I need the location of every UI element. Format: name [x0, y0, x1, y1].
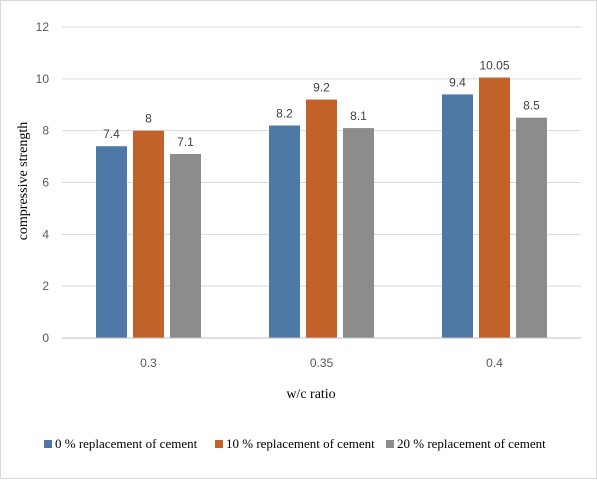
data-label: 8.2: [276, 106, 293, 120]
x-axis-title: w/c ratio: [286, 387, 335, 402]
y-tick-label: 10: [36, 72, 50, 86]
legend-swatch-3: [386, 440, 394, 448]
data-label: 8.5: [523, 99, 540, 113]
x-tick-label: 0.3: [140, 356, 157, 370]
data-label: 7.1: [177, 135, 194, 149]
legend-label-3: 20 % replacement of cement: [397, 436, 546, 451]
bar-1-0.35: [269, 125, 300, 338]
bar-3-0.3: [170, 153, 201, 338]
bar-1-0.4: [442, 94, 473, 338]
bar-2-0.3: [133, 130, 164, 338]
y-axis-ticks: 0 2 4 6 8 10 12: [36, 20, 50, 345]
bar-3-0.4: [516, 117, 547, 338]
y-tick-label: 6: [42, 176, 49, 190]
bar-2-0.4: [479, 77, 510, 338]
data-label: 10.05: [479, 59, 509, 73]
data-label: 8.1: [350, 109, 367, 123]
x-tick-label: 0.35: [310, 356, 334, 370]
bars: [96, 77, 547, 338]
legend: 0 % replacement of cement 10 % replacemen…: [44, 436, 546, 451]
legend-swatch-2: [215, 440, 223, 448]
y-tick-label: 4: [42, 227, 49, 241]
x-axis-ticks: 0.3 0.35 0.4: [140, 356, 503, 370]
y-tick-label: 8: [42, 124, 49, 138]
legend-label-2: 10 % replacement of cement: [226, 436, 375, 451]
data-label: 7.4: [103, 127, 120, 141]
data-label: 8: [145, 112, 152, 126]
y-tick-label: 12: [36, 20, 50, 34]
y-axis-title: compressive strength: [16, 122, 31, 241]
data-label: 9.2: [313, 81, 330, 95]
legend-label-1: 0 % replacement of cement: [55, 436, 198, 451]
x-tick-label: 0.4: [486, 356, 503, 370]
bar-3-0.35: [343, 128, 374, 338]
data-label: 9.4: [449, 75, 466, 89]
y-tick-label: 2: [42, 279, 49, 293]
y-tick-label: 0: [42, 331, 49, 345]
legend-swatch-1: [44, 440, 52, 448]
data-labels: 7.4 8 7.1 8.2 9.2 8.1 9.4 10.05 8.5: [103, 59, 540, 149]
bar-1-0.3: [96, 146, 127, 338]
bar-2-0.35: [306, 99, 337, 338]
